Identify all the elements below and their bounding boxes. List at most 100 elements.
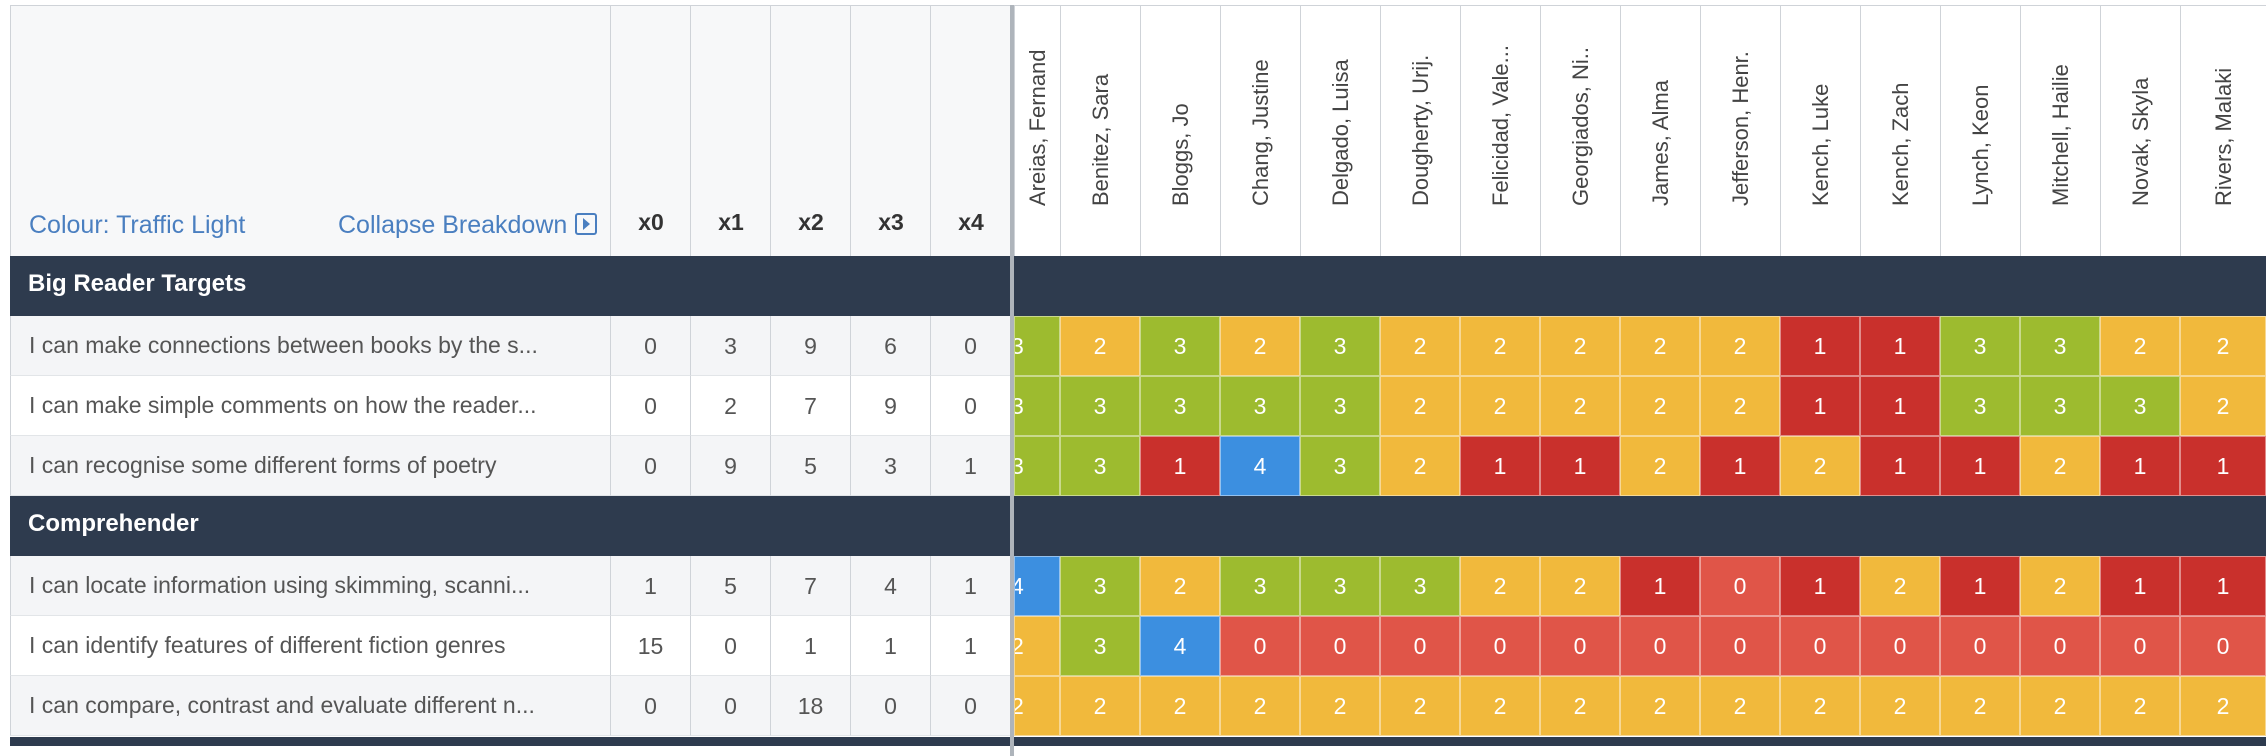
score-cell[interactable]: 3 bbox=[1014, 376, 1060, 436]
score-cell[interactable]: 2 bbox=[1460, 676, 1540, 736]
score-cell[interactable]: 2 bbox=[1540, 676, 1620, 736]
score-cell[interactable]: 0 bbox=[1380, 616, 1460, 676]
score-cell[interactable]: 0 bbox=[1860, 616, 1940, 676]
x-column-header-x3[interactable]: x3 bbox=[850, 5, 931, 256]
score-cell[interactable]: 3 bbox=[1300, 436, 1380, 496]
score-cell[interactable]: 3 bbox=[1060, 616, 1140, 676]
student-column-header[interactable]: Lynch, Keon bbox=[1940, 5, 2021, 256]
score-cell[interactable]: 1 bbox=[2180, 436, 2266, 496]
x-column-header-x2[interactable]: x2 bbox=[770, 5, 851, 256]
score-cell[interactable]: 2 bbox=[1014, 676, 1060, 736]
score-cell[interactable]: 0 bbox=[1700, 616, 1780, 676]
score-cell[interactable]: 3 bbox=[1220, 556, 1300, 616]
x-column-header-x0[interactable]: x0 bbox=[610, 5, 691, 256]
score-cell[interactable]: 2 bbox=[1620, 376, 1700, 436]
score-cell[interactable]: 2 bbox=[1460, 556, 1540, 616]
score-cell[interactable]: 2 bbox=[1860, 676, 1940, 736]
score-cell[interactable]: 0 bbox=[1220, 616, 1300, 676]
score-cell[interactable]: 1 bbox=[1860, 316, 1940, 376]
x-column-header-x4[interactable]: x4 bbox=[930, 5, 1011, 256]
student-column-header[interactable]: Kench, Zach bbox=[1860, 5, 1941, 256]
score-cell[interactable]: 1 bbox=[1780, 376, 1860, 436]
score-cell[interactable]: 1 bbox=[2100, 436, 2180, 496]
student-column-header[interactable]: Bloggs, Jo bbox=[1140, 5, 1221, 256]
score-cell[interactable]: 1 bbox=[1940, 436, 2020, 496]
student-column-header[interactable]: James, Alma bbox=[1620, 5, 1701, 256]
score-cell[interactable]: 4 bbox=[1140, 616, 1220, 676]
score-cell[interactable]: 2 bbox=[1380, 376, 1460, 436]
objective-row-label[interactable]: I can make connections between books by … bbox=[10, 316, 610, 376]
score-cell[interactable]: 2 bbox=[1780, 676, 1860, 736]
objective-row-label[interactable]: I can locate information using skimming,… bbox=[10, 556, 610, 616]
score-cell[interactable]: 2 bbox=[2020, 436, 2100, 496]
score-cell[interactable]: 0 bbox=[2020, 616, 2100, 676]
score-cell[interactable]: 2 bbox=[2100, 676, 2180, 736]
score-cell[interactable]: 3 bbox=[1060, 556, 1140, 616]
score-cell[interactable]: 3 bbox=[1940, 316, 2020, 376]
student-column-header[interactable]: Georgiados, Ni.. bbox=[1540, 5, 1621, 256]
score-cell[interactable]: 3 bbox=[1300, 376, 1380, 436]
score-cell[interactable]: 0 bbox=[1700, 556, 1780, 616]
objective-row-label[interactable]: I can identify features of different fic… bbox=[10, 616, 610, 676]
student-column-header[interactable]: Areias, Fernand bbox=[1014, 5, 1061, 256]
score-cell[interactable]: 3 bbox=[2100, 376, 2180, 436]
student-column-header[interactable]: Benitez, Sara bbox=[1060, 5, 1141, 256]
score-cell[interactable]: 3 bbox=[1060, 436, 1140, 496]
score-cell[interactable]: 2 bbox=[1140, 676, 1220, 736]
score-cell[interactable]: 0 bbox=[2100, 616, 2180, 676]
student-column-header[interactable]: Rivers, Malaki bbox=[2180, 5, 2266, 256]
objective-row-label[interactable]: I can make simple comments on how the re… bbox=[10, 376, 610, 436]
score-cell[interactable]: 3 bbox=[1220, 376, 1300, 436]
score-cell[interactable]: 3 bbox=[1140, 316, 1220, 376]
student-column-header[interactable]: Jefferson, Henr. bbox=[1700, 5, 1781, 256]
score-cell[interactable]: 1 bbox=[1140, 436, 1220, 496]
score-cell[interactable]: 3 bbox=[1014, 436, 1060, 496]
score-cell[interactable]: 1 bbox=[1460, 436, 1540, 496]
score-cell[interactable]: 2 bbox=[1060, 316, 1140, 376]
score-cell[interactable]: 2 bbox=[1540, 556, 1620, 616]
colour-mode-link[interactable]: Colour: Traffic Light bbox=[29, 211, 246, 239]
score-cell[interactable]: 2 bbox=[1300, 676, 1380, 736]
score-cell[interactable]: 1 bbox=[1860, 376, 1940, 436]
score-cell[interactable]: 1 bbox=[1540, 436, 1620, 496]
score-cell[interactable]: 2 bbox=[1380, 676, 1460, 736]
score-cell[interactable]: 2 bbox=[1940, 676, 2020, 736]
score-cell[interactable]: 2 bbox=[1620, 316, 1700, 376]
score-cell[interactable]: 0 bbox=[1540, 616, 1620, 676]
score-cell[interactable]: 0 bbox=[1620, 616, 1700, 676]
score-cell[interactable]: 3 bbox=[2020, 376, 2100, 436]
score-cell[interactable]: 2 bbox=[2180, 376, 2266, 436]
collapse-breakdown-link[interactable]: Collapse Breakdown bbox=[338, 211, 598, 240]
score-cell[interactable]: 0 bbox=[1460, 616, 1540, 676]
score-cell[interactable]: 3 bbox=[2020, 316, 2100, 376]
score-cell[interactable]: 1 bbox=[1620, 556, 1700, 616]
score-cell[interactable]: 1 bbox=[1780, 556, 1860, 616]
score-cell[interactable]: 2 bbox=[1060, 676, 1140, 736]
score-cell[interactable]: 0 bbox=[2180, 616, 2266, 676]
score-cell[interactable]: 3 bbox=[1140, 376, 1220, 436]
score-cell[interactable]: 2 bbox=[1780, 436, 1860, 496]
score-cell[interactable]: 2 bbox=[1620, 676, 1700, 736]
score-cell[interactable]: 2 bbox=[1540, 376, 1620, 436]
score-cell[interactable]: 4 bbox=[1220, 436, 1300, 496]
score-cell[interactable]: 3 bbox=[1380, 556, 1460, 616]
student-column-header[interactable]: Mitchell, Hailie bbox=[2020, 5, 2101, 256]
score-cell[interactable]: 1 bbox=[1940, 556, 2020, 616]
score-cell[interactable]: 2 bbox=[2180, 316, 2266, 376]
student-column-header[interactable]: Felicidad, Vale... bbox=[1460, 5, 1541, 256]
score-cell[interactable]: 2 bbox=[1700, 676, 1780, 736]
score-cell[interactable]: 3 bbox=[1014, 316, 1060, 376]
student-column-header[interactable]: Kench, Luke bbox=[1780, 5, 1861, 256]
score-cell[interactable]: 2 bbox=[1540, 316, 1620, 376]
score-cell[interactable]: 3 bbox=[1940, 376, 2020, 436]
score-cell[interactable]: 3 bbox=[1300, 316, 1380, 376]
score-cell[interactable]: 2 bbox=[1380, 436, 1460, 496]
score-cell[interactable]: 3 bbox=[1300, 556, 1380, 616]
score-cell[interactable]: 1 bbox=[1700, 436, 1780, 496]
score-cell[interactable]: 1 bbox=[1780, 316, 1860, 376]
score-cell[interactable]: 1 bbox=[2180, 556, 2266, 616]
score-cell[interactable]: 1 bbox=[1860, 436, 1940, 496]
score-cell[interactable]: 2 bbox=[1700, 376, 1780, 436]
score-cell[interactable]: 2 bbox=[1700, 316, 1780, 376]
score-cell[interactable]: 2 bbox=[2020, 676, 2100, 736]
